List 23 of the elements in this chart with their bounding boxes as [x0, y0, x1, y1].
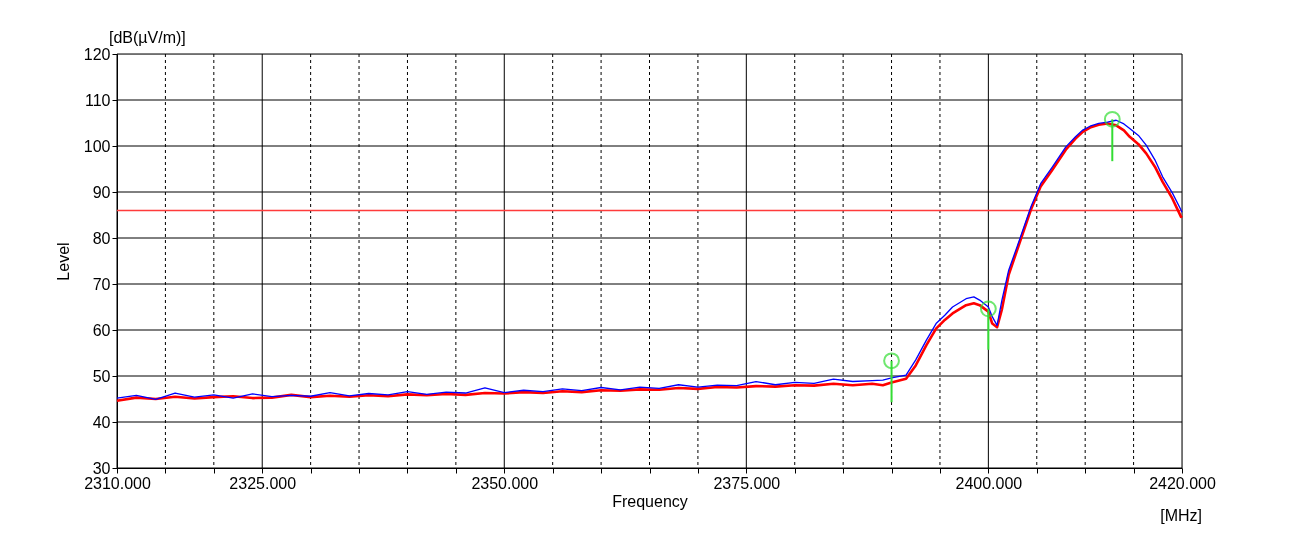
x-tick-label: 2310.000 [84, 474, 151, 492]
text: [dB(µV/m)] [109, 29, 186, 46]
y-tick-label: 90 [92, 183, 111, 201]
x-tick-label: 2420.000 [1149, 474, 1216, 492]
x-tick-label: 2375.000 [713, 474, 781, 492]
y-tick-label: 100 [83, 137, 111, 155]
x-tick-label: 2350.000 [471, 474, 539, 492]
y-tick-label: 120 [83, 45, 111, 63]
y-tick-label: 50 [92, 367, 111, 385]
point [883, 352, 900, 370]
y-tick-label: 40 [92, 413, 111, 431]
y-axis-title: Level [54, 242, 72, 281]
y-tick-label: 70 [92, 275, 111, 293]
y-tick-label: 80 [92, 229, 111, 247]
y-tick-label: 110 [84, 91, 111, 109]
x-axis-title: Frequency [612, 492, 688, 510]
point [1103, 110, 1121, 128]
x-tick-label: 2400.000 [955, 474, 1023, 492]
y-tick-label: 30 [92, 459, 111, 477]
point [979, 300, 997, 318]
text: [MHz] [1160, 507, 1202, 524]
y-tick-label: 60 [92, 321, 111, 339]
x-tick-label: 2325.000 [229, 474, 297, 492]
